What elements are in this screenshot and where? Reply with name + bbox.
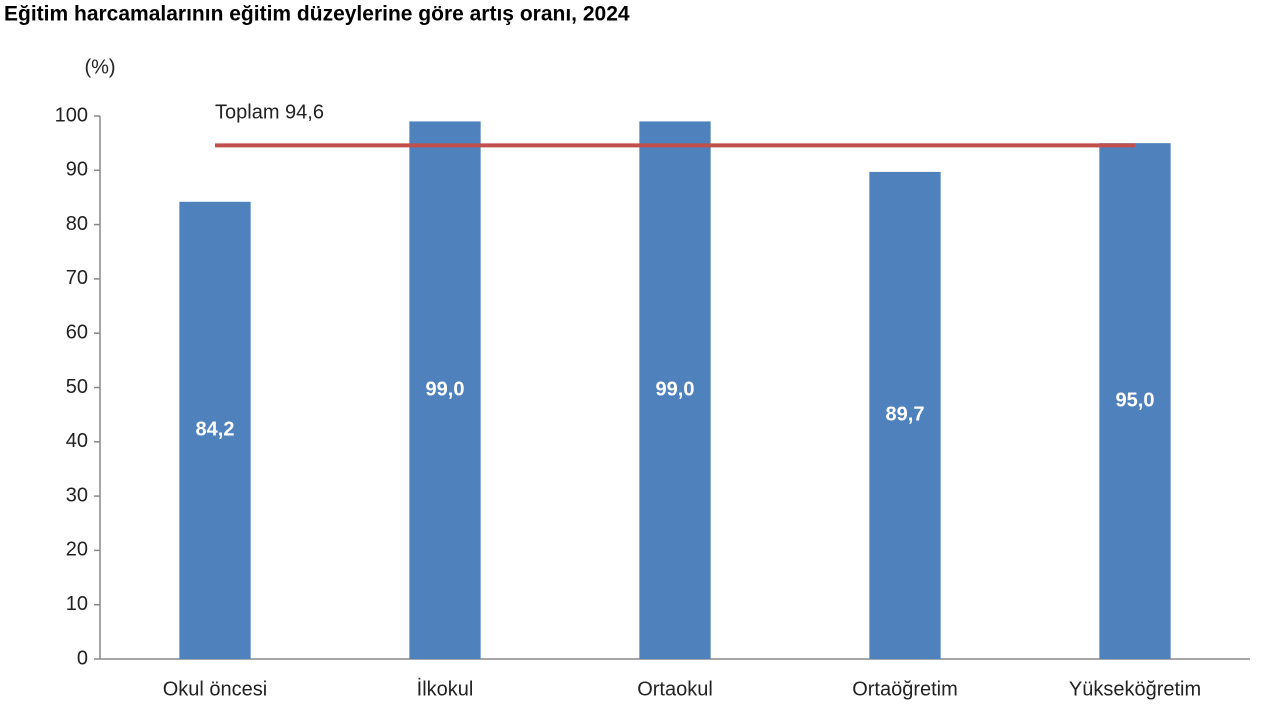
value-label: 89,7 (886, 404, 925, 426)
y-axis-label: (%) (84, 56, 115, 78)
y-tick-label: 10 (66, 593, 88, 615)
reference-label: Toplam 94,6 (215, 102, 324, 124)
bar (179, 201, 251, 659)
value-label: 95,0 (1116, 389, 1155, 411)
y-tick-label: 100 (55, 104, 88, 126)
y-tick-label: 90 (66, 159, 88, 181)
y-tick-label: 40 (66, 430, 88, 452)
y-tick-label: 70 (66, 267, 88, 289)
x-tick-label: Ortaokul (637, 678, 713, 700)
x-tick-label: İlkokul (417, 677, 474, 700)
y-tick-label: 30 (66, 484, 88, 506)
bar (409, 121, 481, 660)
x-tick-label: Ortaöğretim (852, 678, 958, 700)
y-tick-label: 60 (66, 321, 88, 343)
value-label: 99,0 (656, 378, 695, 400)
bar (639, 121, 711, 660)
y-tick-label: 80 (66, 213, 88, 235)
y-tick-label: 50 (66, 376, 88, 398)
y-tick-label: 0 (77, 647, 88, 669)
value-label: 99,0 (426, 378, 465, 400)
bar (1099, 143, 1171, 659)
x-tick-label: Yükseköğretim (1069, 678, 1201, 700)
value-label: 84,2 (196, 419, 235, 441)
y-tick-label: 20 (66, 539, 88, 561)
x-tick-label: Okul öncesi (163, 678, 268, 700)
chart-title: Eğitim harcamalarının eğitim düzeylerine… (4, 3, 630, 26)
bar (869, 171, 941, 659)
